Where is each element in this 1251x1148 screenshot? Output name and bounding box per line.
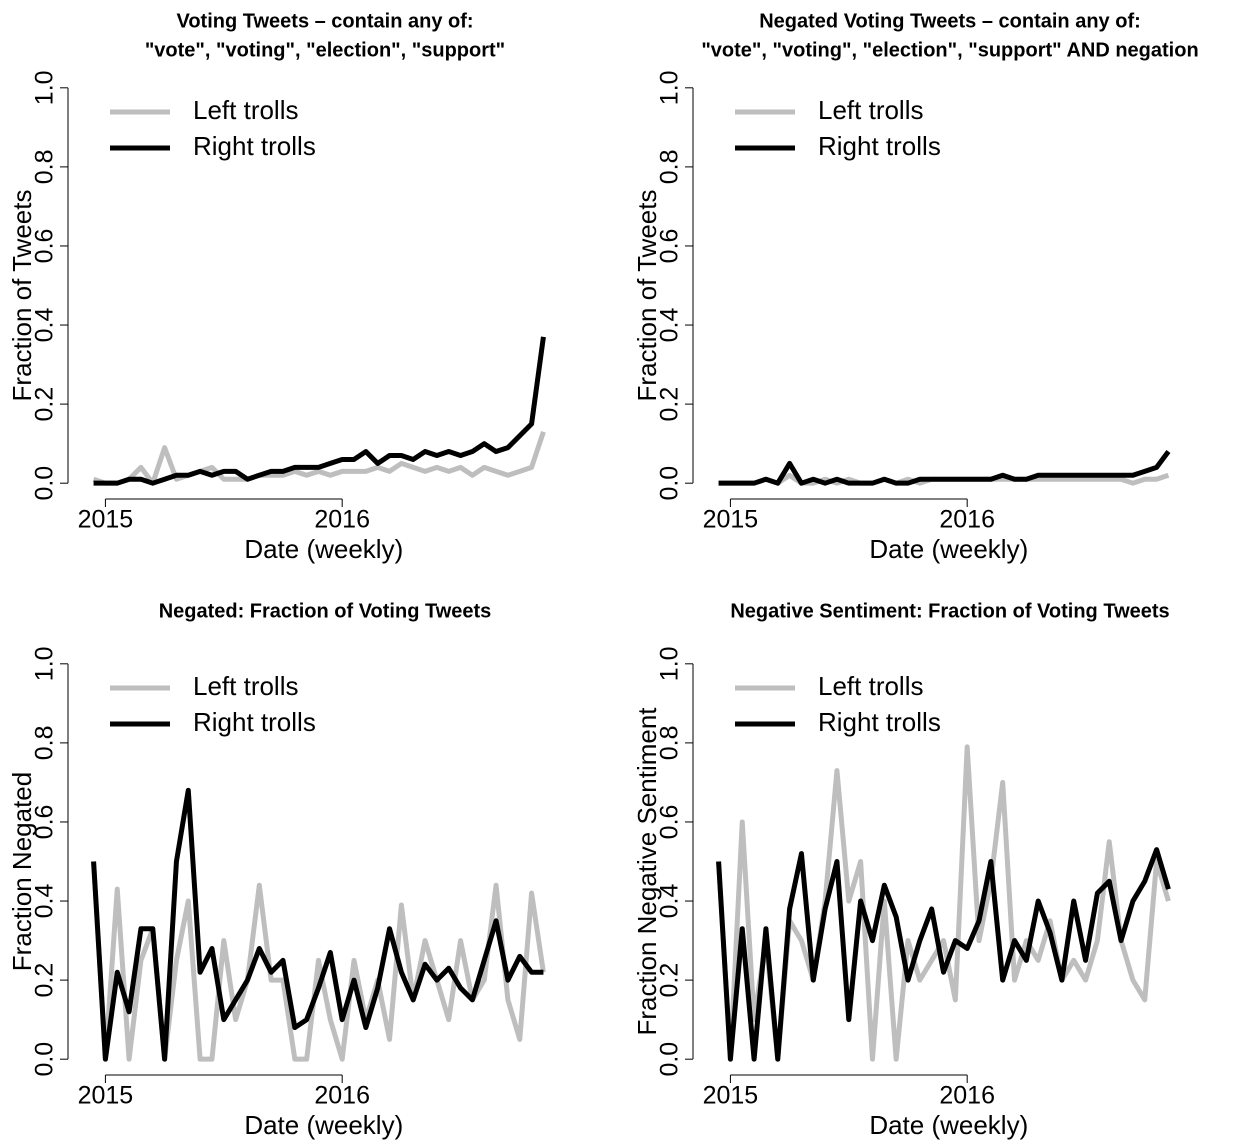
y-tick-label: 0.6 <box>656 229 684 264</box>
y-tick-label: 0.0 <box>656 1042 684 1077</box>
y-tick-label: 0.2 <box>656 387 684 422</box>
y-tick-label: 1.0 <box>31 646 59 681</box>
y-tick-label: 0.4 <box>656 884 684 919</box>
chart-title: Voting Tweets – contain any of: <box>176 10 473 32</box>
y-tick-label: 0.2 <box>656 963 684 998</box>
x-tick-label: 2015 <box>78 506 134 534</box>
y-tick-label: 0.6 <box>656 805 684 840</box>
y-tick-label: 1.0 <box>656 646 684 681</box>
series-line <box>91 787 544 1062</box>
x-axis-label: Date (weekly) <box>244 1110 403 1140</box>
chart-title: "vote", "voting", "election", "support" <box>145 39 505 61</box>
y-tick-label: 0.6 <box>31 805 59 840</box>
y-axis-label: Fraction of Tweets <box>632 190 662 402</box>
y-tick-label: 0.8 <box>31 150 59 185</box>
legend-label: Right trolls <box>818 131 941 161</box>
legend-label: Left trolls <box>818 95 924 125</box>
y-tick-label: 0.2 <box>31 387 59 422</box>
y-tick-label: 0.8 <box>656 150 684 185</box>
series-line <box>93 336 546 486</box>
legend-label: Right trolls <box>193 707 316 737</box>
y-axis-label: Fraction of Tweets <box>7 190 37 402</box>
panel: Negated Voting Tweets – contain any of: "… <box>632 10 1199 564</box>
y-tick-label: 0.4 <box>656 308 684 343</box>
x-axis-label: Date (weekly) <box>869 534 1028 564</box>
x-tick-label: 2015 <box>78 1082 134 1110</box>
series-line <box>716 847 1171 1062</box>
y-tick-label: 0.4 <box>31 308 59 343</box>
series-line <box>92 430 546 486</box>
legend-label: Left trolls <box>818 671 924 701</box>
series-line <box>716 744 1171 1062</box>
panel: Negated: Fraction of Voting Tweets 0.0 0.2… <box>7 600 546 1140</box>
y-tick-label: 0.0 <box>656 466 684 501</box>
legend-label: Right trolls <box>193 131 316 161</box>
x-axis-label: Date (weekly) <box>244 534 403 564</box>
x-tick-label: 2015 <box>703 1082 759 1110</box>
y-tick-label: 0.8 <box>31 726 59 761</box>
y-tick-label: 0.2 <box>31 963 59 998</box>
chart-title: Negated Voting Tweets – contain any of: <box>759 10 1141 32</box>
panel: Negative Sentiment: Fraction of Voting T… <box>632 600 1171 1140</box>
x-tick-label: 2016 <box>939 506 995 534</box>
series-line <box>718 450 1171 486</box>
chart-title: Negated: Fraction of Voting Tweets <box>159 600 492 622</box>
y-tick-label: 0.8 <box>656 726 684 761</box>
legend-label: Right trolls <box>818 707 941 737</box>
legend-label: Left trolls <box>193 671 299 701</box>
x-tick-label: 2016 <box>939 1082 995 1110</box>
y-tick-label: 1.0 <box>656 70 684 105</box>
y-axis-label: Fraction Negated <box>7 772 37 971</box>
y-tick-label: 0.0 <box>31 466 59 501</box>
y-axis-label: Fraction Negative Sentiment <box>632 707 662 1036</box>
y-tick-label: 0.6 <box>31 229 59 264</box>
y-tick-label: 0.0 <box>31 1042 59 1077</box>
x-tick-label: 2016 <box>314 1082 370 1110</box>
x-tick-label: 2015 <box>703 506 759 534</box>
chart-title: Negative Sentiment: Fraction of Voting T… <box>730 600 1169 622</box>
x-tick-label: 2016 <box>314 506 370 534</box>
chart-title: "vote", "voting", "election", "support" … <box>701 39 1198 61</box>
panel: Voting Tweets – contain any of: "vote", "… <box>7 10 546 564</box>
x-axis-label: Date (weekly) <box>869 1110 1028 1140</box>
y-tick-label: 0.4 <box>31 884 59 919</box>
y-tick-label: 1.0 <box>31 70 59 105</box>
legend-label: Left trolls <box>193 95 299 125</box>
